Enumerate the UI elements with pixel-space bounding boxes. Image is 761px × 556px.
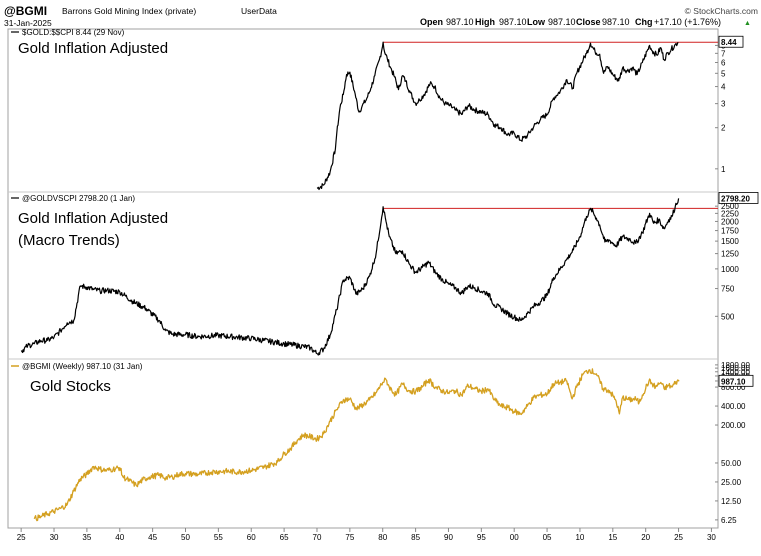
x-tick-label: 95 [477,533,486,542]
last-value-box-bgmi [718,374,754,387]
high-value: 987.10 [499,17,527,27]
x-tick-label: 35 [82,533,91,542]
panel-title-gold-inflation: Gold Inflation Adjusted [18,40,168,57]
last-value-box-goldvscpi [718,192,759,204]
header-ohlc: Open 987.10 High 987.10 Low 987.10 Close… [420,17,751,27]
y-tick-label-bgmi: 1800.00 [721,361,750,370]
low-value: 987.10 [548,17,576,27]
y-tick-label-bgmi: 50.00 [721,459,742,468]
x-tick-label: 70 [313,533,322,542]
chg-value: +17.10 (+1.76%) [654,17,721,27]
x-tick-label: 65 [280,533,289,542]
series-line-bgmi [33,368,680,522]
header-source: UserData [241,6,277,16]
y-tick-label-gold-cpi: 4 [721,83,726,92]
last-value-label-bgmi: 987.10 [721,377,746,386]
open-label: Open [420,17,443,27]
y-tick-label-gold-cpi: 1 [721,165,726,174]
y-tick-label-bgmi: 1600.00 [721,364,750,373]
x-tick-label: 20 [641,533,650,542]
y-tick-label-goldvscpi: 2500 [721,202,739,211]
x-tick-label: 30 [50,533,59,542]
x-tick-label: 55 [214,533,223,542]
y-tick-label-goldvscpi: 500 [721,312,735,321]
panel-title-macro-line-2: (Macro Trends) [18,232,120,249]
series-line-gold-cpi [316,41,679,191]
x-tick-label: 25 [17,533,26,542]
y-tick-label-goldvscpi: 1500 [721,237,739,246]
y-tick-label-gold-cpi: 5 [721,69,726,78]
series-line-goldvscpi [20,198,680,356]
x-tick-label: 25 [674,533,683,542]
chg-up-icon: ▲ [744,20,751,27]
x-tick-label: 45 [148,533,157,542]
x-tick-label: 50 [181,533,190,542]
x-tick-label: 40 [115,533,124,542]
y-tick-label-bgmi: 800.00 [721,383,746,392]
y-tick-label-goldvscpi: 750 [721,285,735,294]
y-tick-label-gold-cpi: 2 [721,124,726,133]
header-credit: © StockCharts.com [685,6,758,16]
y-tick-label-goldvscpi: 1000 [721,265,739,274]
panel-bgmi: @BGMI (Weekly) 987.10 (31 Jan) Gold Stoc… [11,361,754,525]
plot-frame [7,28,719,529]
last-value-box-gold-cpi [718,35,744,48]
x-tick-label: 15 [608,533,617,542]
y-tick-label-gold-cpi: 6 [721,58,726,67]
header-date: 31-Jan-2025 [4,18,52,28]
y-tick-label-bgmi: 400.00 [721,402,746,411]
x-tick-label: 05 [543,533,552,542]
last-value-label-goldvscpi: 2798.20 [721,194,750,203]
y-tick-label-goldvscpi: 2000 [721,217,739,226]
header-name: Barrons Gold Mining Index (private) [62,6,196,16]
legend-goldvscpi: @GOLDVSCPI 2798.20 (1 Jan) [22,194,135,203]
x-tick-label: 60 [247,533,256,542]
y-tick-label-gold-cpi: 3 [721,100,726,109]
x-tick-label: 80 [378,533,387,542]
legend-gold-cpi: $GOLD:$$CPI 8.44 (29 Nov) [22,28,125,37]
x-tick-label: 30 [707,533,716,542]
y-tick-label-bgmi: 12.50 [721,497,742,506]
panel-title-gold-stocks: Gold Stocks [30,378,111,395]
y-tick-label-bgmi: 25.00 [721,478,742,487]
close-label: Close [576,17,601,27]
low-label: Low [527,17,546,27]
header-symbol: @BGMI [4,4,47,18]
x-tick-label: 10 [575,533,584,542]
x-tick-label: 00 [510,533,519,542]
legend-bgmi: @BGMI (Weekly) 987.10 (31 Jan) [22,362,143,371]
x-axis: 25 30 35 40 45 50 55 60 65 70 75 80 85 90 95 00 05 10 15 20… [17,528,716,542]
panel-title-macro-line-1: Gold Inflation Adjusted [18,210,168,227]
y-tick-label-goldvscpi: 1750 [721,227,739,236]
panel-goldvscpi: @GOLDVSCPI 2798.20 (1 Jan) Gold Inflatio… [11,192,759,356]
y-tick-label-bgmi: 200.00 [721,421,746,430]
chg-label: Chg [635,17,653,27]
x-tick-label: 85 [411,533,420,542]
y-tick-label-goldvscpi: 1250 [721,250,739,259]
close-value: 987.10 [602,17,630,27]
y-tick-label-bgmi: 6.25 [721,516,737,525]
y-tick-label-bgmi: 1400.00 [721,368,750,377]
open-value: 987.10 [446,17,474,27]
high-label: High [475,17,495,27]
panel-gold-cpi: $GOLD:$$CPI 8.44 (29 Nov) Gold Inflation… [11,28,744,191]
x-tick-label: 75 [345,533,354,542]
last-value-label-gold-cpi: 8.44 [721,38,737,47]
y-tick-label-goldvscpi: 2250 [721,209,739,218]
y-tick-label-gold-cpi: 7 [721,49,726,58]
x-tick-label: 90 [444,533,453,542]
